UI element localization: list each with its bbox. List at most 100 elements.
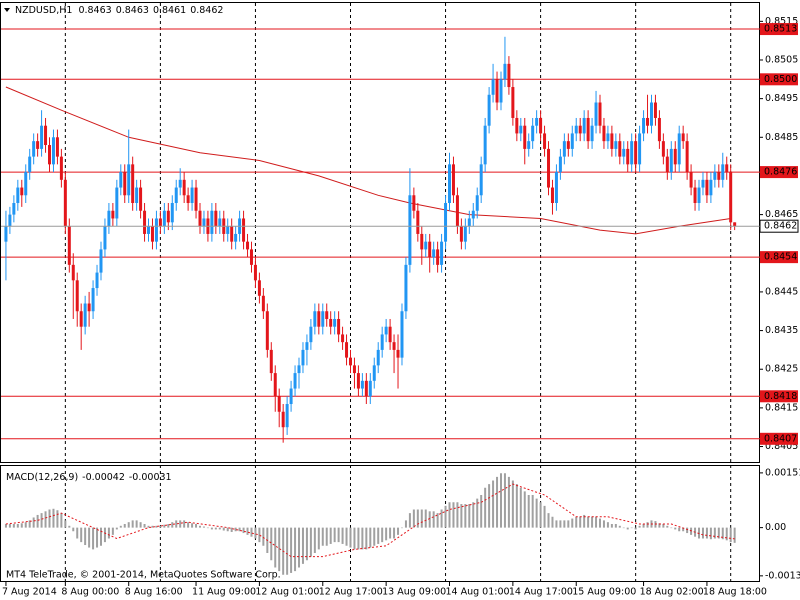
macd-bar [670,527,673,529]
candle-body [297,365,301,374]
x-tick-label: 8 Aug 00:00 [61,587,119,598]
candle-body [582,117,586,134]
x-tick-label: 18 Aug 18:00 [703,587,767,598]
macd-bar [171,522,174,528]
candle-body [412,195,416,211]
candle-body [55,137,59,157]
candle-body [392,342,396,350]
level-label-box [760,390,798,403]
candle-body [622,148,626,157]
macd-bar [646,522,649,528]
candle-body [673,148,677,165]
candle-body [103,226,107,250]
plot-layer: 7 Aug 2014 8 Aug 00:00 8 Aug 16:00 11 Aug 0… [1,3,800,598]
candle-body [372,365,376,381]
macd-bar [452,502,455,528]
y-tick-label: 0.8445 [765,286,798,297]
macd-bar [286,527,289,575]
candle-body [95,272,99,289]
candle-body [178,179,182,188]
candle-body [705,179,709,196]
level-label-box [760,432,798,445]
candle-body [570,133,574,149]
candle-body [158,218,162,227]
level-label-box [760,23,798,36]
candle-body [63,179,67,227]
x-tick-label: 18 Aug 02:00 [640,587,704,598]
candle-body [455,195,459,227]
macd-bar [309,527,312,557]
symbol: NZDUSD,H1 [15,5,72,16]
macd-bar [551,516,554,528]
candle-body [345,342,349,358]
macd-bar [68,525,71,528]
macd-bar [373,527,376,546]
macd-bar [60,513,63,528]
macd-y-tick-label: 0.00151 [765,467,800,478]
macd-bar [278,527,281,572]
macd-bar [123,524,126,528]
candle-body [531,125,535,142]
macd-bar [717,527,720,539]
macd-bar [400,527,403,529]
macd-bar [151,525,154,528]
macd-bar [519,487,522,528]
candle-body [348,357,352,366]
macd-bar [96,527,99,548]
macd-signal [5,483,735,558]
candle-body [364,380,368,397]
macd-bar [543,505,546,528]
y-tick-label: 0.8505 [765,54,798,65]
x-tick-label: 8 Aug 16:00 [125,587,183,598]
candle-body [717,172,721,180]
chart-header: NZDUSD,H1 0.8463 0.8463 0.8461 0.8462 [15,5,223,16]
candle-body [4,226,8,242]
candle-body [626,148,630,165]
candle-body [420,233,424,250]
candle-body [257,280,261,296]
candle-body [388,326,392,343]
candle-body [218,218,222,227]
macd-bar [298,527,301,568]
candle-body [507,63,511,88]
candle-body [131,164,135,204]
macd-bar [191,523,194,528]
macd-bar [507,476,510,528]
candle-body [511,87,515,118]
macd-bar [468,504,471,528]
macd-bar [175,520,178,528]
macd-bar [377,527,380,544]
candle-body [289,388,293,405]
y-tick-label: 0.8495 [765,93,798,104]
candle-body [32,141,36,157]
candle-body [721,164,725,180]
macd-bar [230,527,233,532]
macd-bar [4,524,7,528]
macd-bar [412,509,415,528]
candle-body [448,164,452,204]
candle-body [75,280,79,312]
candle-body [277,396,281,412]
macd-bar [614,524,617,528]
candle-body [281,411,285,428]
macd-bar [218,527,221,530]
candle-body [246,241,250,250]
level-label-box [760,73,798,86]
macd-bar [733,527,736,543]
macd-bar [389,527,392,539]
y-tick-label: 0.8415 [765,402,798,413]
candle-body [491,79,495,95]
candle-body [598,102,602,126]
candle-body [618,141,622,157]
macd-bar [599,518,601,528]
candle-body [566,141,570,149]
candle-body [380,334,384,350]
candle-body [527,141,531,149]
macd-bar [131,520,134,528]
macd-bar [484,487,487,528]
macd-bar [56,510,59,528]
macd-bar [515,484,518,528]
macd-bar [24,522,27,528]
